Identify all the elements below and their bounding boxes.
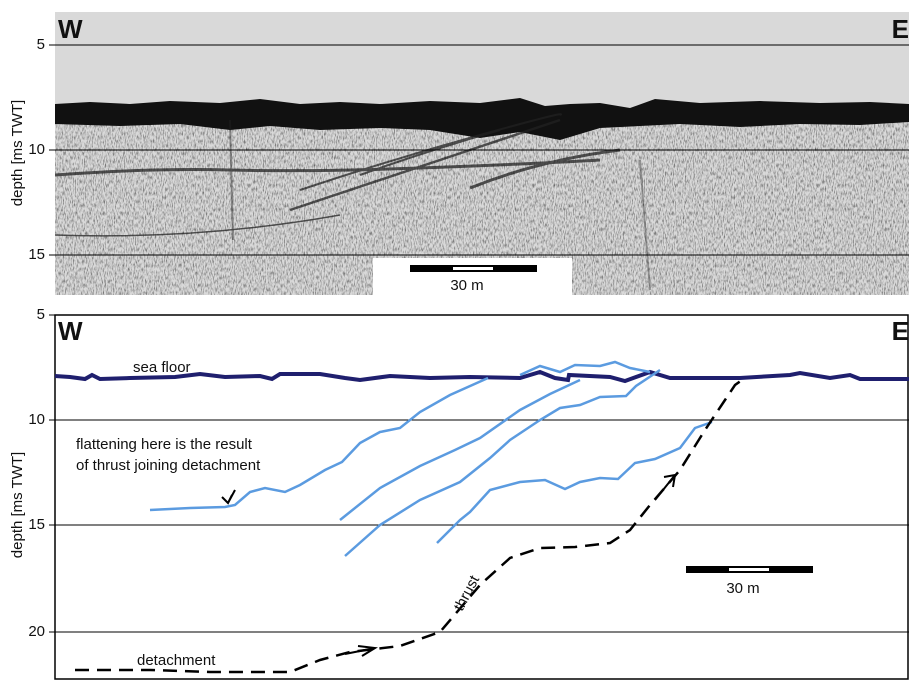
seismic-panel: 5 10 15 depth [ms TWT] W E 30 m — [9, 12, 909, 295]
depth-lines — [49, 314, 909, 633]
west-label: W — [58, 316, 83, 346]
y-tick-label: 15 — [28, 246, 45, 263]
fault-lines — [75, 378, 743, 674]
interpretation-panel: 5 10 15 20 depth [ms TWT] W E sea floor … — [9, 306, 909, 680]
y-tick-label: 15 — [28, 516, 45, 533]
y-tick-label: 20 — [28, 623, 45, 640]
sea-floor-line — [54, 369, 909, 384]
east-label: E — [892, 14, 909, 44]
annotation: flattening here is the result — [76, 436, 253, 453]
depth-lines — [49, 44, 909, 256]
sea-floor-label: sea floor — [133, 359, 191, 376]
scale-label: 30 m — [450, 277, 483, 294]
y-tick-label: 10 — [28, 411, 45, 428]
west-label: W — [58, 14, 83, 44]
y-tick-label: 5 — [37, 36, 45, 53]
y-tick-label: 10 — [28, 141, 45, 158]
y-axis-label: depth [ms TWT] — [9, 452, 26, 558]
scale-bar: 30 m — [373, 258, 572, 295]
y-tick-label: 5 — [37, 306, 45, 323]
seismic-image — [55, 98, 909, 295]
annotation: of thrust joining detachment — [76, 457, 261, 474]
scale-label: 30 m — [726, 580, 759, 597]
arrows — [221, 473, 677, 657]
y-axis-label: depth [ms TWT] — [9, 100, 26, 206]
reflectors — [149, 360, 713, 557]
east-label: E — [892, 316, 909, 346]
scale-bar: 30 m — [686, 566, 813, 597]
detachment-label: detachment — [137, 652, 216, 669]
